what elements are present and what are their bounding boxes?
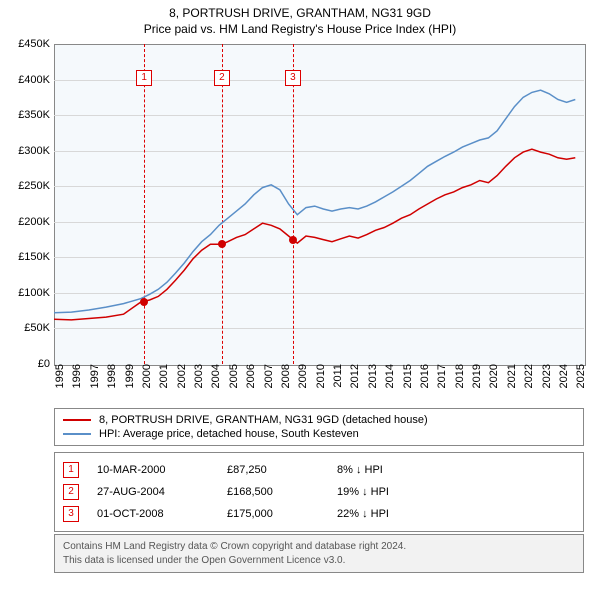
x-axis-tick-label: 1999: [120, 364, 136, 388]
event-table-row: 1 10-MAR-2000£87,2508% ↓ HPI: [63, 459, 575, 481]
x-axis-tick-label: 1998: [102, 364, 118, 388]
chart-lines: [54, 44, 584, 364]
x-axis-tick-label: 2002: [172, 364, 188, 388]
event-date: 27-AUG-2004: [97, 486, 227, 498]
event-price: £175,000: [227, 508, 337, 520]
price-point-marker: [289, 236, 297, 244]
series-line: [54, 90, 575, 313]
legend-item: HPI: Average price, detached house, Sout…: [63, 427, 575, 441]
y-axis-tick-label: £150K: [18, 251, 54, 263]
y-axis-tick-label: £200K: [18, 216, 54, 228]
event-date: 10-MAR-2000: [97, 464, 227, 476]
footer-line-2: This data is licensed under the Open Gov…: [63, 554, 575, 568]
event-table-row: 3 01-OCT-2008£175,00022% ↓ HPI: [63, 503, 575, 525]
x-axis-tick-label: 2019: [467, 364, 483, 388]
event-date: 01-OCT-2008: [97, 508, 227, 520]
x-axis-tick-label: 2001: [154, 364, 170, 388]
x-axis-tick-label: 2011: [328, 364, 344, 388]
chart-subtitle: Price paid vs. HM Land Registry's House …: [0, 20, 600, 40]
legend-swatch: [63, 433, 91, 435]
chart-legend: 8, PORTRUSH DRIVE, GRANTHAM, NG31 9GD (d…: [54, 408, 584, 446]
y-axis-tick-label: £100K: [18, 287, 54, 299]
attribution-footer: Contains HM Land Registry data © Crown c…: [54, 534, 584, 573]
x-axis-tick-label: 2025: [571, 364, 587, 388]
event-price: £87,250: [227, 464, 337, 476]
x-axis-tick-label: 2024: [554, 364, 570, 388]
x-axis-tick-label: 2016: [415, 364, 431, 388]
x-axis-tick-label: 1995: [50, 364, 66, 388]
event-table-row: 2 27-AUG-2004£168,50019% ↓ HPI: [63, 481, 575, 503]
x-axis-tick-label: 2017: [432, 364, 448, 388]
y-axis-tick-label: £400K: [18, 74, 54, 86]
event-number-box: 1: [63, 462, 79, 478]
y-axis-tick-label: £250K: [18, 180, 54, 192]
legend-label: HPI: Average price, detached house, Sout…: [99, 428, 359, 440]
x-axis-tick-label: 2000: [137, 364, 153, 388]
price-point-marker: [218, 240, 226, 248]
event-price: £168,500: [227, 486, 337, 498]
y-axis-tick-label: £50K: [24, 322, 54, 334]
event-number-box: 2: [63, 484, 79, 500]
event-diff: 22% ↓ HPI: [337, 508, 575, 520]
event-number-box: 3: [63, 506, 79, 522]
x-axis-tick-label: 2005: [224, 364, 240, 388]
price-events-table: 1 10-MAR-2000£87,2508% ↓ HPI 2 27-AUG-2004£…: [54, 452, 584, 532]
x-axis-tick-label: 2007: [259, 364, 275, 388]
x-axis-tick-label: 2003: [189, 364, 205, 388]
chart-plot-area: £0£50K£100K£150K£200K£250K£300K£350K£400…: [54, 44, 584, 364]
x-axis-tick-label: 2010: [311, 364, 327, 388]
price-point-marker: [140, 298, 148, 306]
x-axis-tick-label: 2004: [206, 364, 222, 388]
x-axis-tick-label: 1997: [85, 364, 101, 388]
x-axis-tick-label: 2012: [345, 364, 361, 388]
x-axis-tick-label: 2009: [293, 364, 309, 388]
x-axis-tick-label: 2023: [537, 364, 553, 388]
legend-label: 8, PORTRUSH DRIVE, GRANTHAM, NG31 9GD (d…: [99, 414, 428, 426]
x-axis-tick-label: 2020: [484, 364, 500, 388]
x-axis-tick-label: 2013: [363, 364, 379, 388]
legend-swatch: [63, 419, 91, 421]
x-axis-tick-label: 2022: [519, 364, 535, 388]
y-axis-tick-label: £300K: [18, 145, 54, 157]
y-axis-tick-label: £350K: [18, 109, 54, 121]
x-axis-tick-label: 2015: [398, 364, 414, 388]
series-line: [54, 149, 575, 320]
chart-title: 8, PORTRUSH DRIVE, GRANTHAM, NG31 9GD: [0, 0, 600, 20]
x-axis-tick-label: 2021: [502, 364, 518, 388]
x-axis-tick-label: 1996: [67, 364, 83, 388]
footer-line-1: Contains HM Land Registry data © Crown c…: [63, 540, 575, 554]
x-axis-tick-label: 2014: [380, 364, 396, 388]
x-axis-tick-label: 2008: [276, 364, 292, 388]
x-axis-tick-label: 2018: [450, 364, 466, 388]
y-axis-tick-label: £450K: [18, 38, 54, 50]
event-diff: 8% ↓ HPI: [337, 464, 575, 476]
x-axis-tick-label: 2006: [241, 364, 257, 388]
event-diff: 19% ↓ HPI: [337, 486, 575, 498]
legend-item: 8, PORTRUSH DRIVE, GRANTHAM, NG31 9GD (d…: [63, 413, 575, 427]
